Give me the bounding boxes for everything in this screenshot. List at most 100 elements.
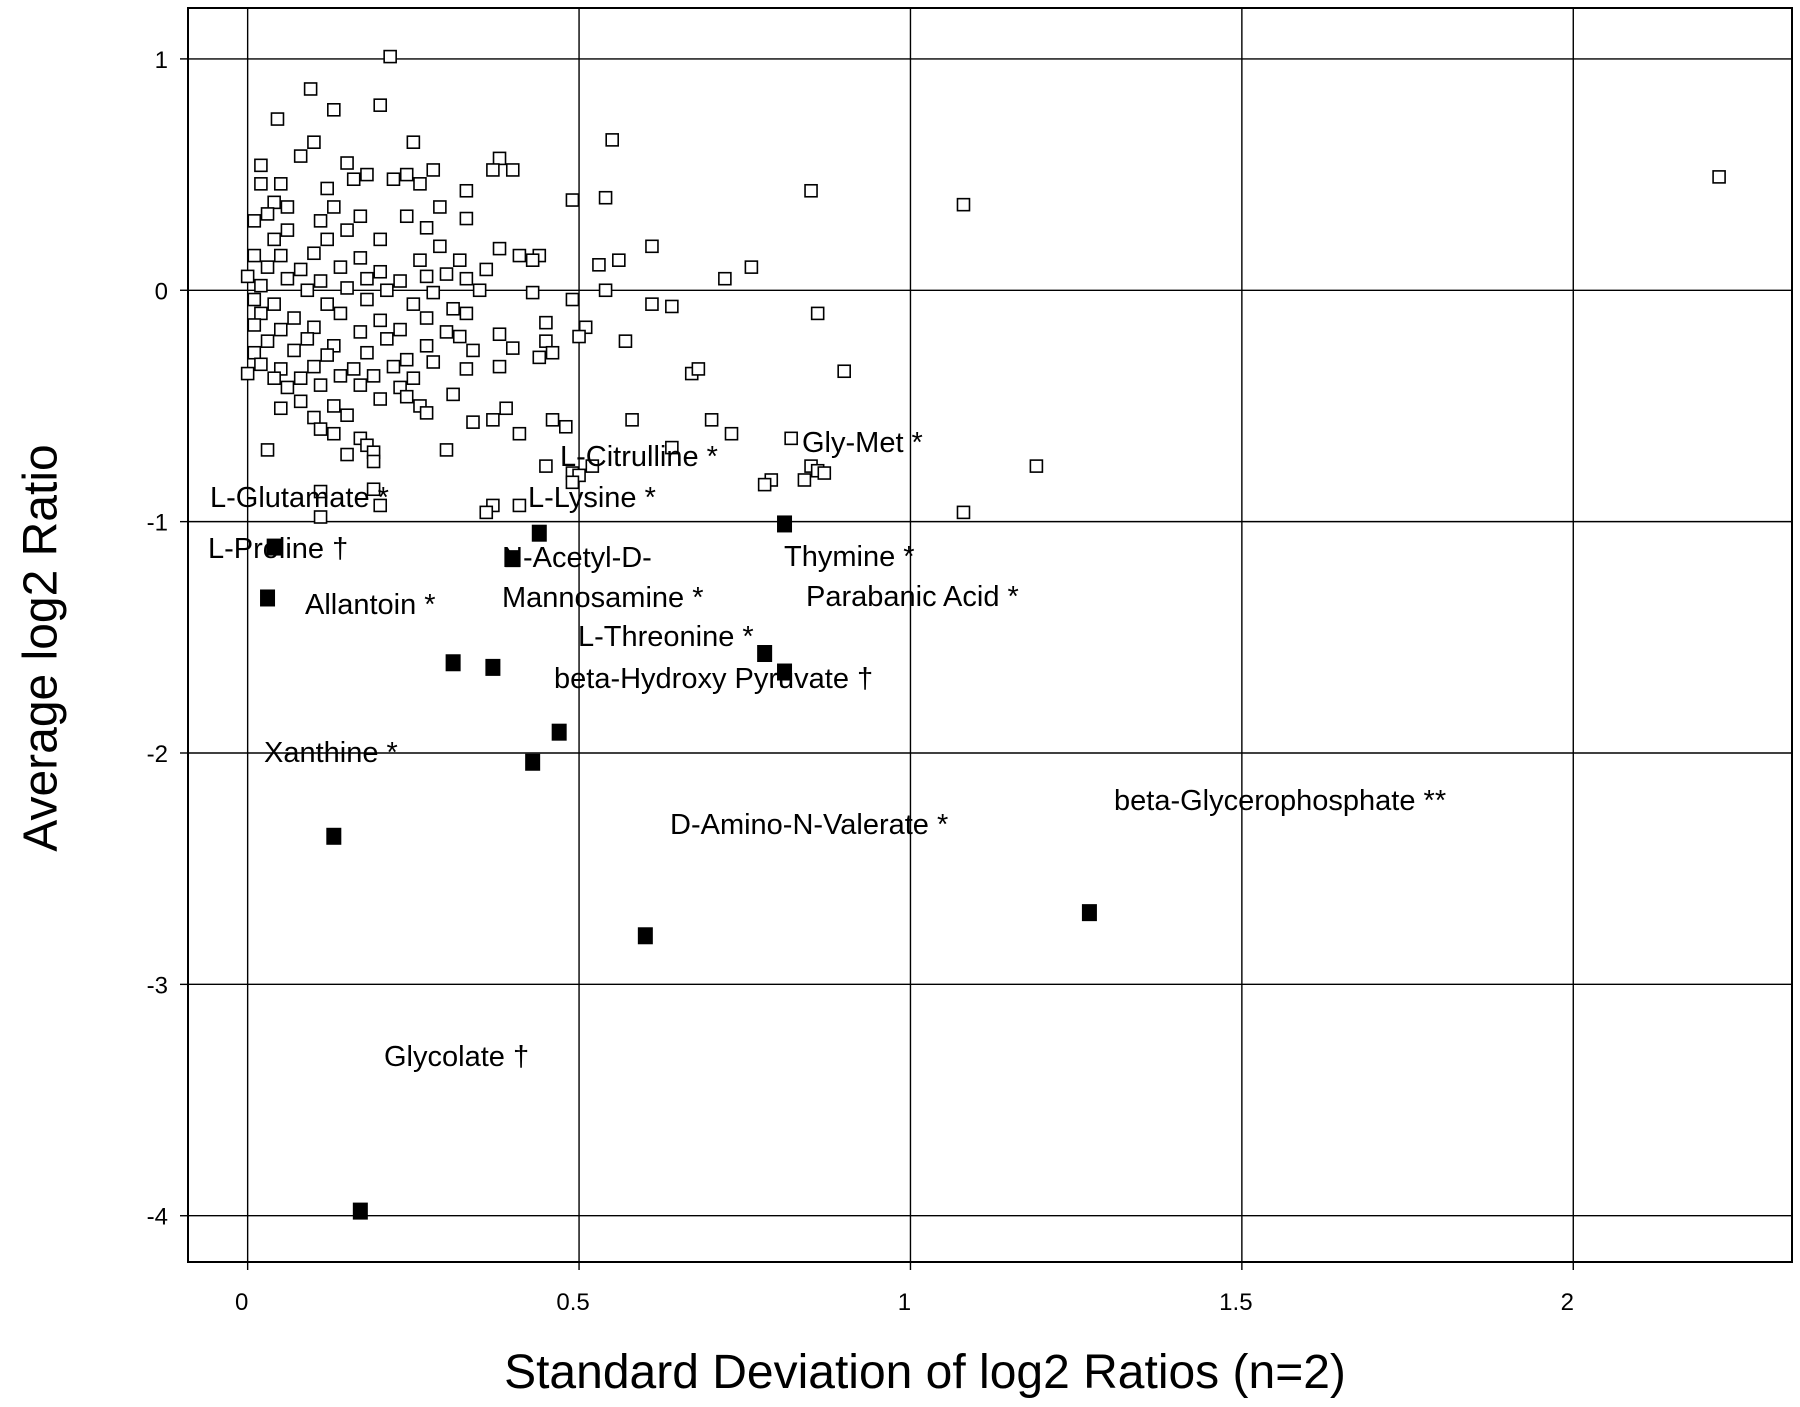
open-square-point — [452, 253, 467, 267]
open-square-point — [479, 505, 494, 520]
open-square-point — [320, 348, 334, 362]
open-square-point — [346, 362, 361, 376]
open-square-point — [373, 313, 388, 328]
open-square-point — [340, 156, 354, 170]
open-square-point — [1029, 459, 1044, 473]
open-square-point — [346, 172, 361, 187]
open-square-point — [373, 392, 388, 406]
filled-square-point — [777, 515, 793, 533]
open-square-point — [247, 248, 262, 263]
filled-square-point — [352, 1202, 368, 1220]
open-square-point — [492, 359, 507, 374]
x-tick-label: 1 — [898, 1289, 911, 1316]
open-square-point — [539, 459, 553, 473]
open-square-point — [273, 177, 288, 191]
open-square-point — [466, 415, 480, 429]
open-square-point — [804, 183, 818, 198]
open-square-point — [313, 274, 328, 288]
point-label: L-Citrulline * — [560, 441, 718, 473]
open-square-point — [307, 246, 321, 261]
open-square-point — [618, 334, 633, 348]
open-square-point — [492, 327, 507, 342]
point-label: Parabanic Acid * — [806, 581, 1019, 613]
open-square-point — [353, 251, 368, 265]
open-square-point — [486, 413, 500, 427]
open-square-point — [254, 357, 268, 372]
open-square-point — [433, 200, 447, 214]
open-square-point — [419, 311, 434, 325]
open-square-point — [512, 426, 527, 441]
open-square-point — [300, 283, 315, 298]
open-square-point — [559, 419, 573, 434]
y-axis-title: Average log2 Ratio — [15, 444, 68, 851]
point-label: beta-Hydroxy Pyruvate † — [554, 663, 873, 695]
point-label: N-Acetyl-D-Mannosamine * — [502, 542, 704, 614]
open-square-point — [565, 292, 580, 307]
open-square-point — [373, 264, 388, 279]
point-label: Gly-Met * — [802, 427, 923, 459]
open-square-point — [439, 443, 454, 457]
filled-square-point — [485, 658, 501, 676]
y-tick-label: -1 — [147, 510, 168, 537]
open-square-point — [426, 163, 441, 177]
open-square-point — [307, 320, 321, 335]
open-square-point — [293, 262, 308, 277]
open-square-point — [665, 440, 679, 455]
open-square-point — [247, 318, 262, 332]
open-square-point — [373, 232, 388, 247]
filled-square-point — [326, 827, 342, 845]
open-square-point — [254, 278, 268, 293]
open-square-point — [340, 223, 354, 237]
open-square-point — [545, 413, 560, 427]
open-square-point — [645, 239, 659, 254]
data-points — [240, 49, 1726, 1220]
grid-lines — [188, 8, 1792, 1262]
open-square-point — [353, 209, 368, 224]
open-square-point — [459, 306, 474, 321]
open-square-point — [280, 200, 295, 214]
open-square-point — [810, 306, 825, 321]
open-square-point — [340, 447, 354, 462]
open-square-point — [406, 297, 421, 311]
y-tick-label: -3 — [147, 972, 168, 999]
x-tick-label: 2 — [1561, 1289, 1574, 1316]
open-square-point — [505, 163, 520, 177]
x-tick-label: 1.5 — [1219, 1289, 1252, 1316]
open-square-point — [280, 380, 295, 395]
y-axis-ticks: 1 0 -1 -2 -3 -4 — [147, 47, 188, 1231]
open-square-point — [267, 371, 281, 385]
open-square-point — [383, 49, 397, 64]
open-square-point — [360, 345, 374, 360]
open-square-point — [260, 207, 275, 221]
open-square-point — [1712, 170, 1726, 184]
open-square-point — [592, 258, 606, 272]
open-square-point — [512, 248, 527, 263]
open-square-point — [247, 345, 262, 360]
open-square-point — [718, 271, 732, 286]
filled-square-point — [637, 927, 653, 945]
point-label: D-Amino-N-Valerate * — [670, 809, 948, 841]
open-square-point — [273, 248, 288, 263]
filled-square-point — [551, 723, 567, 741]
open-square-point — [293, 371, 308, 385]
open-square-point — [293, 394, 308, 409]
open-square-point — [459, 271, 474, 286]
open-square-point — [665, 299, 679, 314]
open-square-point — [744, 260, 759, 274]
open-square-point — [386, 172, 401, 187]
open-square-point — [439, 267, 454, 281]
open-square-point — [333, 306, 348, 321]
filled-square-point — [525, 753, 541, 771]
open-square-point — [360, 271, 374, 286]
open-square-point — [492, 151, 507, 166]
open-square-point — [439, 325, 454, 339]
y-tick-label: -2 — [147, 741, 168, 768]
open-square-point — [240, 366, 255, 381]
open-square-point — [446, 301, 460, 316]
open-square-point — [625, 413, 639, 427]
open-square-point — [360, 167, 374, 182]
open-square-point — [307, 135, 321, 149]
open-square-point — [691, 362, 706, 376]
filled-square-point — [531, 524, 547, 542]
